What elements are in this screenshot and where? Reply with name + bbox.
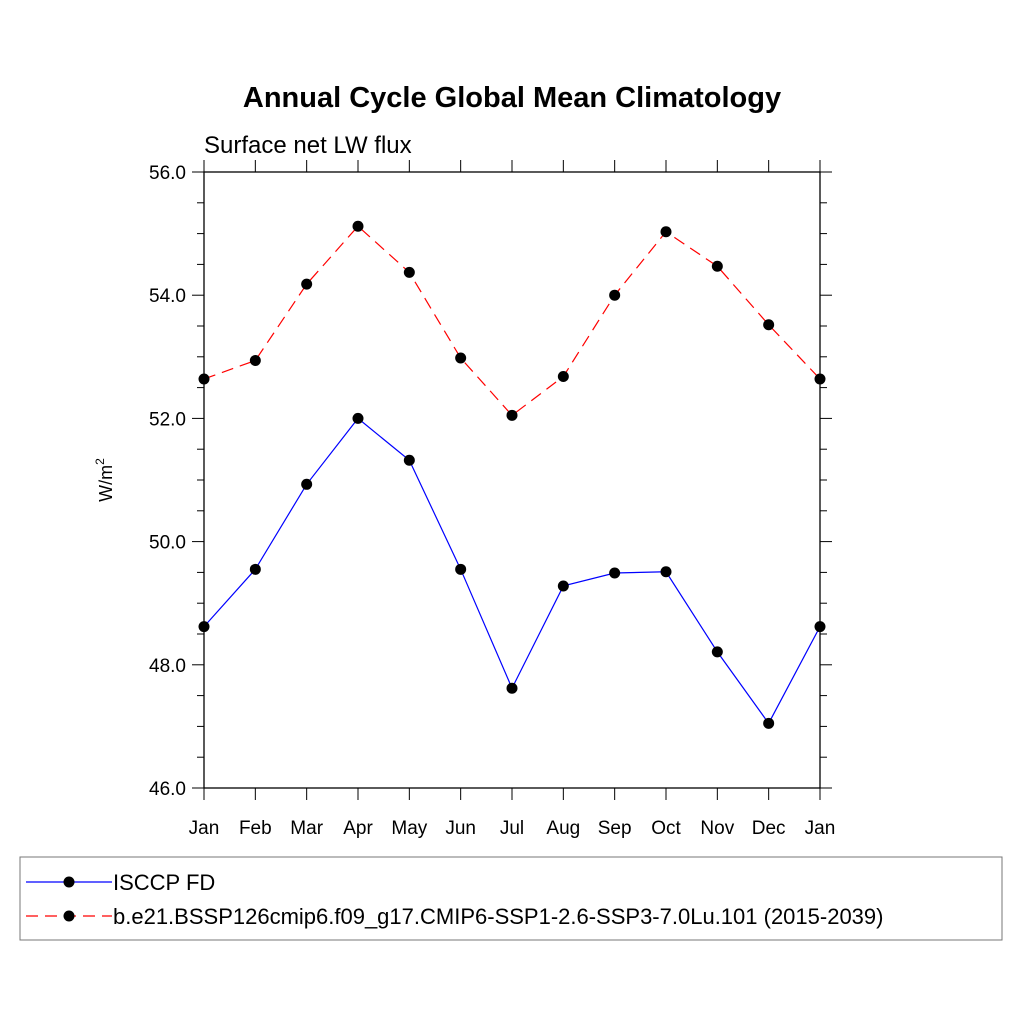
x-tick-label: Mar	[290, 818, 323, 839]
legend-label: ISCCP FD	[113, 870, 215, 895]
x-tick-label: Jan	[189, 818, 220, 839]
legend-items: ISCCP FD b.e21.BSSP126cmip6.f09_g17.CMIP6…	[26, 870, 883, 929]
data-point	[763, 319, 775, 331]
x-tick-label: Oct	[651, 818, 681, 839]
series-line	[203, 417, 821, 725]
x-tick-label: Apr	[343, 818, 373, 839]
data-point	[455, 563, 467, 575]
series-2	[198, 220, 826, 421]
x-tick-labels: Jan Feb Mar Apr May Jun Jul Aug Sep Oct Nov Dec Jan	[189, 818, 836, 839]
data-point	[301, 278, 313, 290]
data-point	[403, 266, 415, 278]
y-tick-label: 50.0	[149, 533, 186, 554]
series-1	[198, 412, 826, 729]
x-tick-label: Jan	[805, 818, 836, 839]
y-axis-label-superscript: 2	[93, 458, 107, 465]
data-point	[249, 563, 261, 575]
chart-subtitle: Surface net LW flux	[204, 132, 412, 159]
legend-marker	[63, 876, 75, 888]
x-tick-label: Aug	[546, 818, 580, 839]
legend-item: ISCCP FD	[26, 870, 215, 895]
x-tick-label: Sep	[598, 818, 632, 839]
axis-ticks	[192, 160, 832, 800]
data-point	[609, 567, 621, 579]
data-point	[711, 646, 723, 658]
y-tick-label: 56.0	[149, 163, 186, 184]
data-point	[352, 220, 364, 232]
legend-box	[19, 856, 1003, 941]
data-point	[711, 260, 723, 272]
chart-title: Annual Cycle Global Mean Climatology	[243, 82, 781, 114]
data-point	[557, 580, 569, 592]
x-tick-label: Jun	[445, 818, 476, 839]
legend: ISCCP FD b.e21.BSSP126cmip6.f09_g17.CMIP6…	[19, 856, 1003, 941]
data-point	[403, 454, 415, 466]
y-tick-label: 52.0	[149, 409, 186, 430]
x-tick-label: Feb	[239, 818, 272, 839]
data-point	[660, 566, 672, 578]
series-line	[203, 225, 821, 417]
data-point	[301, 478, 313, 490]
data-point	[763, 717, 775, 729]
x-tick-label: May	[391, 818, 427, 839]
plot-frame	[203, 171, 821, 789]
series-layer	[198, 220, 826, 729]
y-axis-label: W/m2	[93, 458, 116, 502]
x-tick-label: Nov	[700, 818, 734, 839]
y-axis-label-base: W/m	[96, 465, 116, 502]
y-tick-label: 48.0	[149, 656, 186, 677]
data-point	[609, 289, 621, 301]
x-tick-label: Dec	[752, 818, 786, 839]
y-tick-label: 46.0	[149, 779, 186, 800]
data-point	[506, 682, 518, 694]
data-point	[506, 409, 518, 421]
legend-label: b.e21.BSSP126cmip6.f09_g17.CMIP6-SSP1-2.…	[113, 904, 883, 929]
data-point	[557, 371, 569, 383]
y-tick-label: 54.0	[149, 286, 186, 307]
data-point	[660, 226, 672, 238]
data-point	[352, 412, 364, 424]
data-point	[249, 354, 261, 366]
legend-item: b.e21.BSSP126cmip6.f09_g17.CMIP6-SSP1-2.…	[26, 904, 883, 929]
legend-marker	[63, 910, 75, 922]
data-point	[455, 352, 467, 364]
y-tick-labels: 46.0 48.0 50.0 52.0 54.0 56.0	[149, 163, 186, 800]
x-tick-label: Jul	[500, 818, 524, 839]
